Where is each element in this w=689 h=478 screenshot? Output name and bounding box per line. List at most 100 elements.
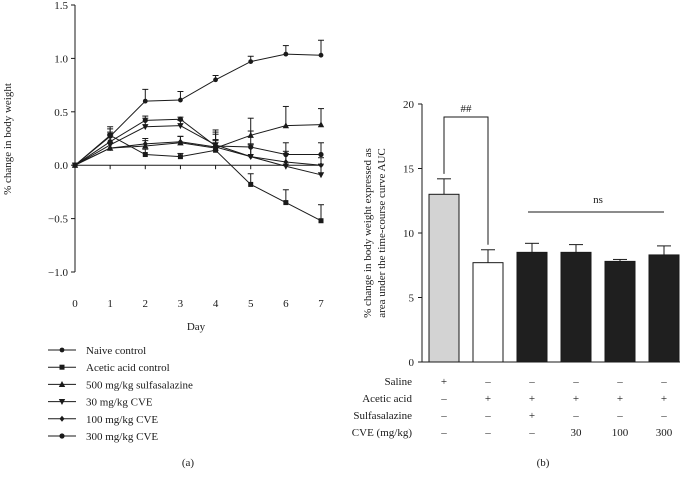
x-tick-label-a: 6 bbox=[283, 298, 289, 310]
treatment-cell: + bbox=[617, 393, 623, 405]
significance-label: ## bbox=[461, 103, 473, 115]
treatment-row-label: Sulfasalazine bbox=[353, 410, 412, 422]
bar-1 bbox=[472, 262, 504, 363]
treatment-row-label: CVE (mg/kg) bbox=[352, 427, 413, 439]
y-axis-label-b-line2: area under the time-course curve AUC bbox=[376, 148, 388, 318]
treatment-row-label: Saline bbox=[385, 376, 413, 388]
treatment-cell: – bbox=[660, 410, 667, 422]
y-tick-label-b: 0 bbox=[409, 357, 415, 369]
treatment-cell: – bbox=[440, 427, 447, 439]
treatment-cell: – bbox=[484, 427, 491, 439]
y-tick-label-a: 0.5 bbox=[54, 107, 68, 119]
x-axis-label-a: Day bbox=[187, 321, 206, 333]
bar-4 bbox=[604, 260, 636, 363]
y-tick-label-a: 1.5 bbox=[54, 0, 68, 12]
data-point bbox=[213, 77, 218, 83]
treatment-cell: – bbox=[440, 410, 447, 422]
data-point bbox=[142, 117, 148, 123]
treatment-cell: – bbox=[572, 410, 579, 422]
data-point bbox=[318, 151, 324, 158]
data-point bbox=[248, 153, 254, 160]
bar-0 bbox=[428, 193, 460, 363]
data-point bbox=[178, 97, 183, 103]
significance-bracket bbox=[443, 116, 489, 245]
data-point bbox=[318, 218, 324, 224]
data-point bbox=[107, 145, 113, 152]
treatment-cell: 100 bbox=[612, 427, 629, 439]
data-point bbox=[107, 139, 113, 145]
y-tick-label-a: −0.5 bbox=[48, 214, 68, 226]
treatment-cell: + bbox=[661, 393, 667, 405]
data-point bbox=[283, 158, 289, 165]
data-point bbox=[58, 399, 66, 405]
data-point bbox=[59, 433, 65, 439]
data-point bbox=[59, 415, 65, 422]
data-point bbox=[283, 51, 289, 57]
x-tick-label-a: 7 bbox=[318, 298, 324, 310]
treatment-row-label: Acetic acid bbox=[362, 393, 412, 405]
treatment-cell: + bbox=[485, 393, 491, 405]
data-point bbox=[282, 163, 290, 170]
data-point bbox=[283, 151, 289, 158]
data-point bbox=[283, 200, 289, 206]
y-tick-label-a: −1.0 bbox=[48, 267, 68, 279]
data-point bbox=[142, 124, 149, 131]
y-tick-label-a: 0.0 bbox=[54, 160, 68, 172]
data-point bbox=[318, 162, 324, 169]
data-point bbox=[142, 140, 148, 147]
treatment-cell: – bbox=[484, 376, 491, 388]
treatment-cell: – bbox=[528, 376, 535, 388]
treatment-cell: – bbox=[660, 376, 667, 388]
treatment-cell: – bbox=[440, 393, 447, 405]
legend-label: Naive control bbox=[86, 345, 146, 357]
bar-3 bbox=[560, 251, 592, 363]
x-tick-label-a: 0 bbox=[72, 298, 78, 310]
treatment-cell: – bbox=[616, 376, 623, 388]
bar-2 bbox=[516, 251, 548, 363]
legend-label: 500 mg/kg sulfasalazine bbox=[86, 379, 193, 391]
data-point bbox=[248, 181, 254, 187]
data-point bbox=[248, 59, 254, 65]
treatment-cell: – bbox=[572, 376, 579, 388]
panel-label-b: (b) bbox=[537, 457, 550, 469]
data-point bbox=[177, 116, 184, 122]
y-axis-label-a: % change in body weight bbox=[2, 83, 14, 195]
data-point bbox=[248, 144, 254, 150]
treatment-cell: – bbox=[484, 410, 491, 422]
panel-label-a: (a) bbox=[182, 457, 195, 469]
x-tick-label-a: 3 bbox=[178, 298, 184, 310]
treatment-cell: 30 bbox=[571, 427, 583, 439]
data-point bbox=[212, 143, 219, 149]
series-line bbox=[74, 53, 322, 166]
bar-5 bbox=[648, 254, 680, 363]
data-point bbox=[72, 162, 78, 168]
legend-label: 100 mg/kg CVE bbox=[86, 414, 158, 426]
series-line bbox=[74, 125, 322, 176]
y-tick-label-b: 10 bbox=[403, 228, 415, 240]
treatment-cell: 300 bbox=[656, 427, 673, 439]
legend-label: 30 mg/kg CVE bbox=[86, 397, 153, 409]
y-tick-label-b: 5 bbox=[409, 293, 415, 305]
data-point bbox=[142, 98, 148, 104]
y-tick-label-a: 1.0 bbox=[54, 53, 68, 65]
treatment-cell: – bbox=[616, 410, 623, 422]
legend-label: Acetic acid control bbox=[86, 362, 170, 374]
data-point bbox=[317, 172, 325, 179]
series-line bbox=[74, 118, 321, 166]
y-tick-label-b: 15 bbox=[403, 164, 415, 176]
y-axis-label-b-line1: % change in body weight expressed as bbox=[362, 148, 374, 318]
data-point bbox=[142, 152, 148, 158]
treatment-cell: – bbox=[528, 427, 535, 439]
data-point bbox=[318, 52, 324, 58]
treatment-cell: + bbox=[529, 410, 535, 422]
y-tick-label-b: 20 bbox=[403, 99, 415, 111]
data-point bbox=[282, 122, 290, 129]
x-tick-label-a: 2 bbox=[143, 298, 149, 310]
data-point bbox=[59, 364, 65, 370]
x-tick-label-a: 1 bbox=[107, 298, 113, 310]
treatment-cell: + bbox=[573, 393, 579, 405]
series-line bbox=[74, 141, 322, 166]
x-tick-label-a: 5 bbox=[248, 298, 254, 310]
legend-label: 300 mg/kg CVE bbox=[86, 431, 158, 443]
